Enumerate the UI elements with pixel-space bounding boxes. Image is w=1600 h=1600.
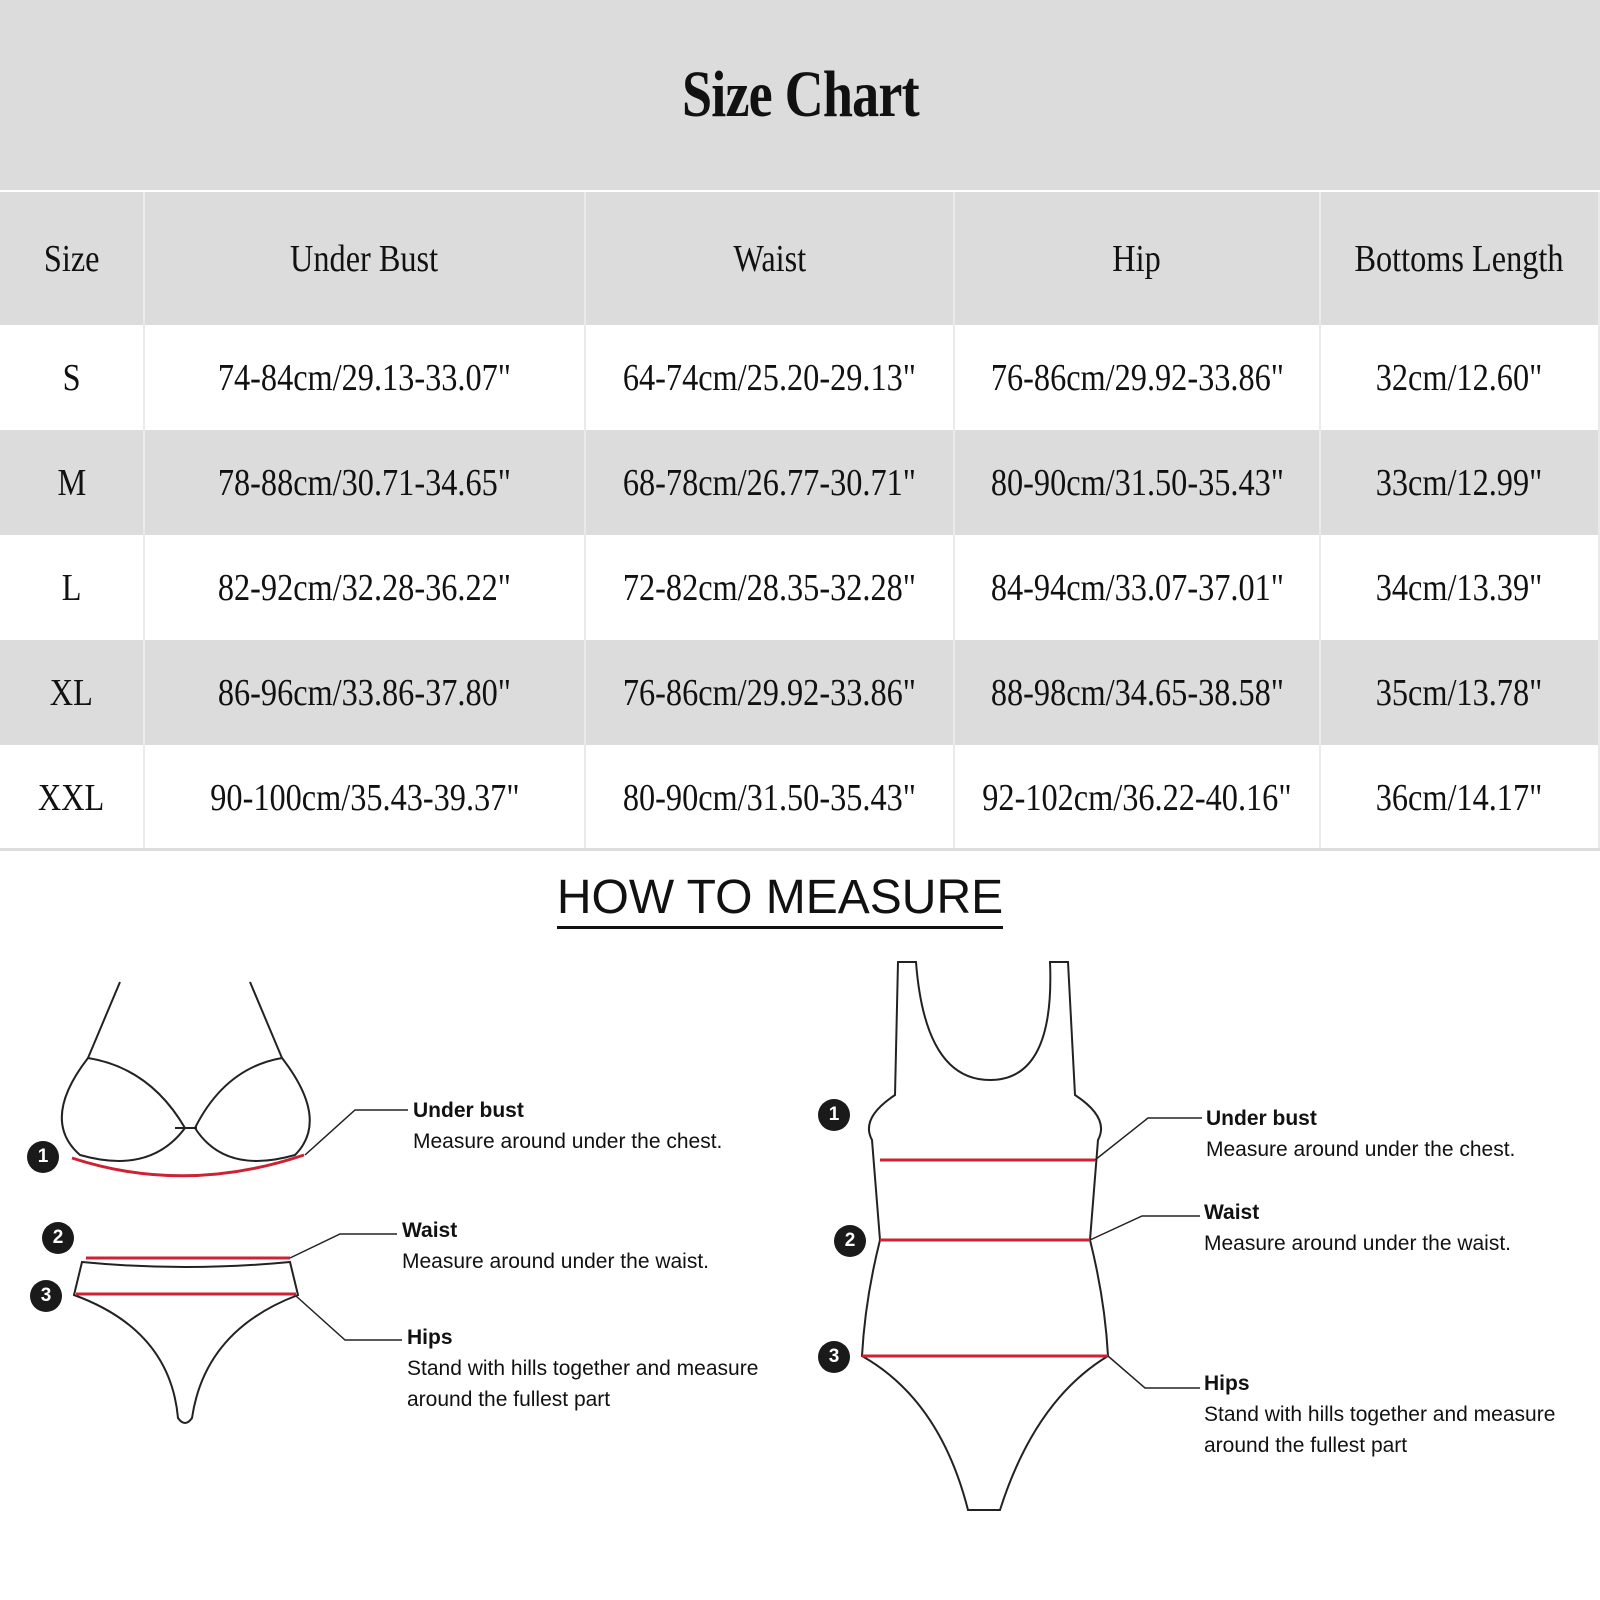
label-under-bust-right: Under bust Measure around under the chest… [1206,1107,1516,1161]
table-cell: 84-94cm/33.07-37.01" [990,566,1284,609]
size-table: Size Under Bust Waist Hip Bottoms Length… [0,192,1600,850]
table-cell: 90-100cm/35.43-39.37" [209,776,520,819]
table-cell: 34cm/13.39" [1376,566,1543,609]
table-cell: 86-96cm/33.86-37.80" [217,671,512,714]
table-cell: 78-88cm/30.71-34.65" [217,461,512,504]
table-cell: 88-98cm/34.65-38.58" [990,671,1284,714]
how-to-measure-title: HOW TO MEASURE [556,871,1004,929]
label-under-bust-left: Under bust Measure around under the chest… [413,1099,723,1153]
step-marker: 2 [42,1222,74,1254]
divider [0,848,1600,851]
table-header: Size Under Bust Waist Hip Bottoms Length [0,192,1600,325]
header-waist: Waist [733,237,806,280]
swimsuit-illustration [860,961,1110,1511]
table-cell: 76-86cm/29.92-33.86" [622,671,917,714]
title-band: Size Chart [0,0,1600,190]
table-cell: 82-92cm/32.28-36.22" [217,566,512,609]
table-row: XXL 90-100cm/35.43-39.37" 80-90cm/31.50-35… [0,745,1600,850]
header-size: Size [43,237,100,280]
table-cell: 33cm/12.99" [1376,461,1543,504]
table-cell: 32cm/12.60" [1376,356,1543,399]
table-cell: L [61,566,82,609]
step-marker: 3 [30,1280,62,1312]
table-cell: XXL [38,776,105,819]
table-cell: 76-86cm/29.92-33.86" [990,356,1284,399]
label-waist-right: Waist Measure around under the waist. [1204,1201,1512,1255]
table-cell: 68-78cm/26.77-30.71" [622,461,917,504]
header-hip: Hip [1112,237,1162,280]
table-cell: 36cm/14.17" [1376,776,1543,819]
table-row: S 74-84cm/29.13-33.07" 64-74cm/25.20-29.13… [0,325,1600,430]
step-marker: 2 [834,1225,866,1257]
step-marker: 1 [818,1099,850,1131]
table-cell: 92-102cm/36.22-40.16" [982,776,1292,819]
page-title: Size Chart [681,58,920,131]
header-bottoms-length: Bottoms Length [1354,237,1564,280]
table-cell: S [62,356,81,399]
step-marker: 1 [27,1141,59,1173]
table-row: M 78-88cm/30.71-34.65" 68-78cm/26.77-30.71… [0,430,1600,535]
table-cell: 74-84cm/29.13-33.07" [217,356,512,399]
step-marker: 3 [818,1341,850,1373]
table-cell: 35cm/13.78" [1376,671,1543,714]
leader-lines [289,1109,1202,1389]
label-hips-left: Hips Stand with hills together and measur… [407,1326,759,1411]
table-row: L 82-92cm/32.28-36.22" 72-82cm/28.35-32.28… [0,535,1600,640]
table-cell: 64-74cm/25.20-29.13" [622,356,917,399]
label-waist-left: Waist Measure around under the waist. [402,1219,710,1273]
bikini-top-illustration [60,981,311,1178]
header-under-bust: Under Bust [290,237,439,280]
table-cell: XL [49,671,94,714]
table-cell: 80-90cm/31.50-35.43" [622,776,917,819]
bikini-bottom-illustration [72,1256,300,1424]
table-cell: 80-90cm/31.50-35.43" [990,461,1284,504]
table-cell: 72-82cm/28.35-32.28" [622,566,917,609]
label-hips-right: Hips Stand with hills together and measur… [1204,1372,1556,1457]
table-cell: M [57,461,86,504]
table-row: XL 86-96cm/33.86-37.80" 76-86cm/29.92-33.8… [0,640,1600,745]
